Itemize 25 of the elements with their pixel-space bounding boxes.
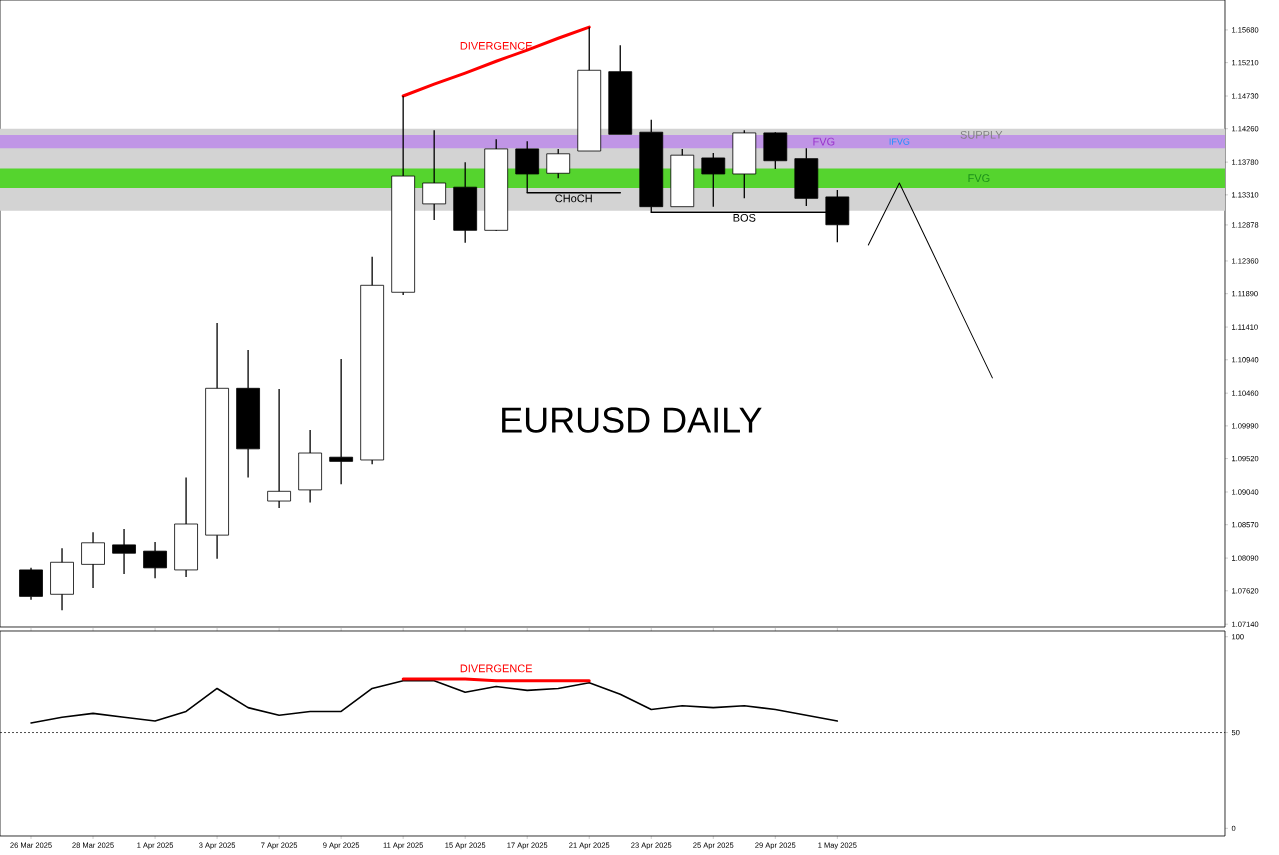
- series-label: DIVERGENCE: [460, 41, 533, 50]
- candlestick: [577, 26, 602, 152]
- candlestick: [143, 541, 167, 579]
- candlestick: [174, 476, 198, 578]
- candlestick: [19, 567, 43, 601]
- series-label: CHoCH: [555, 194, 592, 203]
- candlestick: [236, 349, 260, 479]
- candlestick: [112, 528, 136, 575]
- line-series: [30, 680, 839, 724]
- candlestick: [329, 358, 354, 485]
- series-label: DIVERGENCE: [460, 664, 533, 673]
- line-series: [401, 25, 591, 98]
- candlestick: [205, 322, 229, 560]
- candlestick: [298, 429, 322, 504]
- candlestick: [608, 44, 633, 135]
- band-label: FVG: [813, 137, 835, 146]
- text: EURUSD DAILY: [502, 407, 762, 433]
- annotation: IFVG: [889, 138, 910, 145]
- series-label: BOS: [733, 213, 756, 222]
- band-label: FVG: [968, 174, 990, 183]
- candlestick: [267, 388, 291, 509]
- band-label: SUPPLY: [960, 130, 1003, 139]
- candlestick: [81, 531, 105, 589]
- candlestick: [50, 547, 74, 611]
- line-series: [867, 182, 993, 379]
